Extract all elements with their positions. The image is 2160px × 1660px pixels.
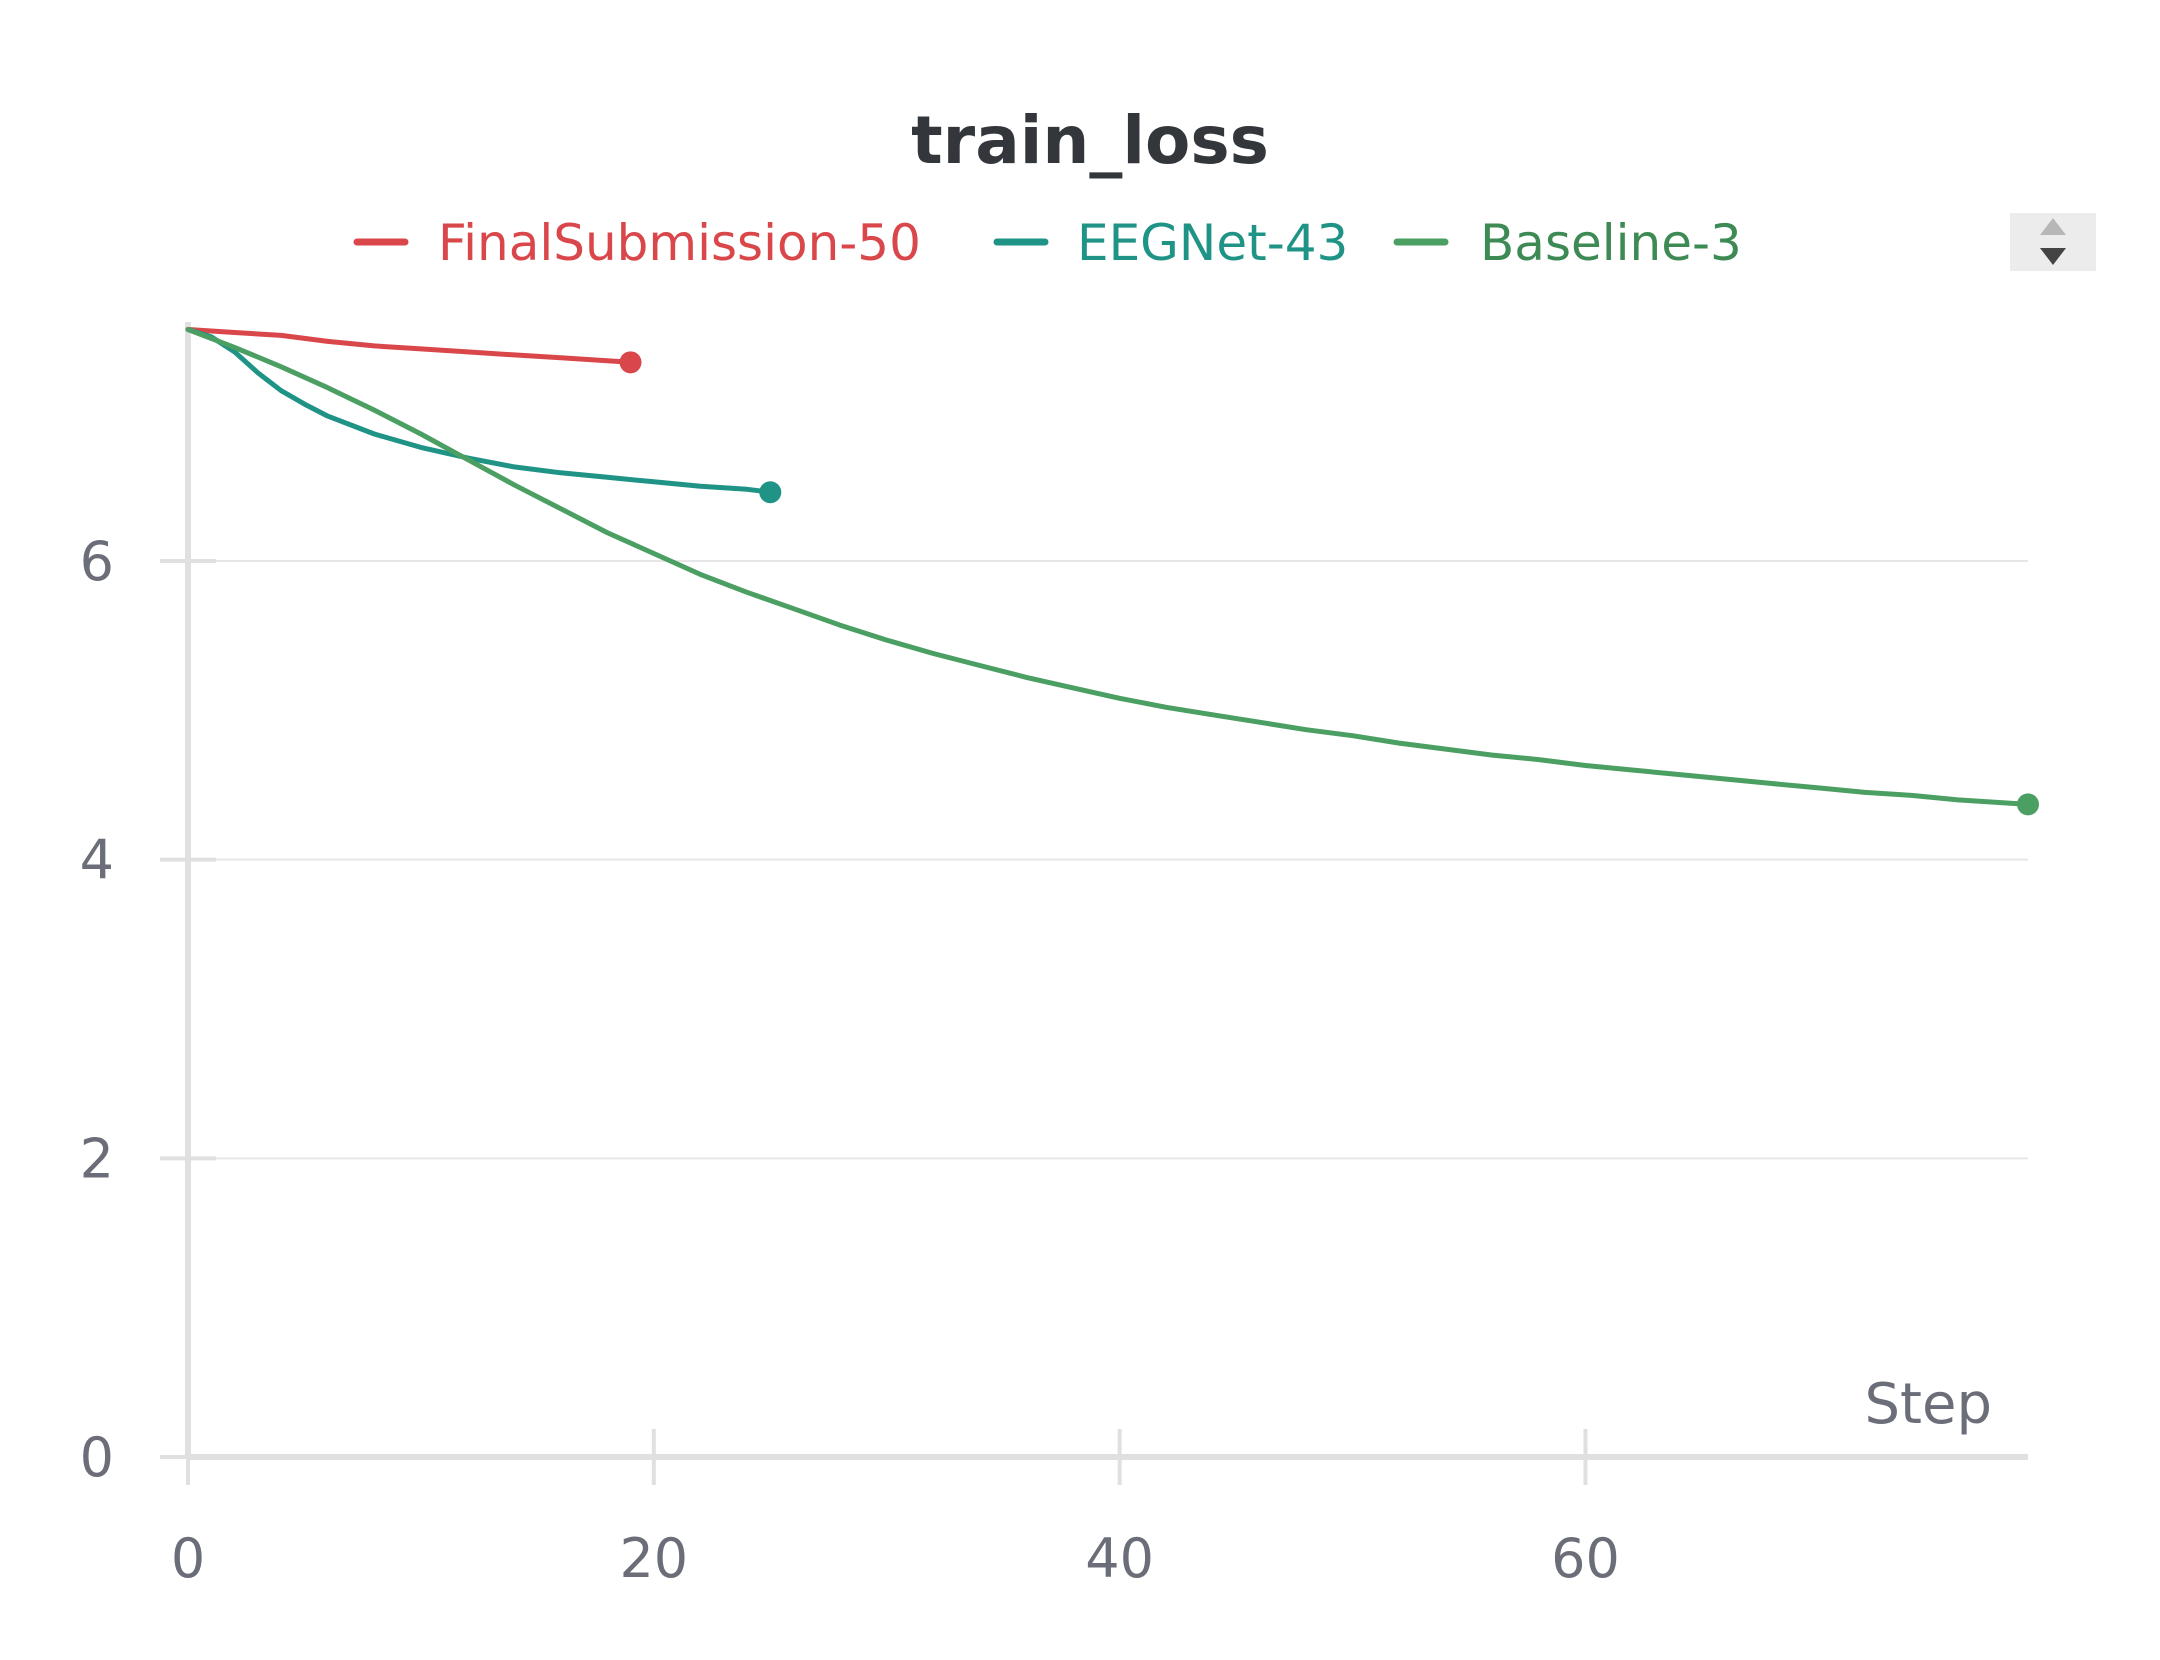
y-tick-label-2: 2 — [80, 1127, 114, 1190]
grid-lines — [188, 559, 2028, 1160]
series-end-marker-eegnet-43[interactable] — [759, 481, 782, 504]
x-tick-label-20: 20 — [619, 1527, 688, 1590]
legend-item-eegnet-43[interactable]: EEGNet-43 — [993, 214, 1348, 272]
series-lines — [185, 327, 2039, 816]
axes — [160, 322, 2028, 1485]
legend-item-finalsubmission-50[interactable]: FinalSubmission-50 — [353, 214, 921, 272]
legend-item-baseline-3[interactable]: Baseline-3 — [1393, 214, 1742, 272]
series-end-marker-finalsubmission-50[interactable] — [619, 351, 642, 374]
series-line-baseline-3[interactable] — [185, 327, 2031, 807]
series-line-eegnet-43[interactable] — [185, 327, 773, 495]
legend-scroll-control[interactable] — [2010, 213, 2096, 271]
x-tick-label-40: 40 — [1085, 1527, 1154, 1590]
series-end-marker-baseline-3[interactable] — [2017, 793, 2039, 816]
y-tick-label-0: 0 — [80, 1426, 114, 1489]
legend-label-eegnet-43: EEGNet-43 — [1077, 214, 1348, 272]
legend-label-finalsubmission-50: FinalSubmission-50 — [438, 214, 921, 272]
y-tick-label-4: 4 — [80, 829, 114, 892]
legend: FinalSubmission-50 EEGNet-43 Baseline-3 — [353, 213, 2096, 272]
chart-title: train_loss — [911, 102, 1269, 179]
x-tick-label-0: 0 — [171, 1527, 205, 1590]
scroll-down-icon[interactable] — [2040, 248, 2066, 265]
legend-label-baseline-3: Baseline-3 — [1480, 214, 1742, 272]
scroll-up-icon[interactable] — [2040, 218, 2066, 235]
y-tick-label-6: 6 — [80, 530, 114, 593]
x-tick-label-60: 60 — [1551, 1527, 1620, 1590]
x-axis-label: Step — [1864, 1372, 1992, 1437]
series-line-finalsubmission-50[interactable] — [185, 327, 633, 365]
